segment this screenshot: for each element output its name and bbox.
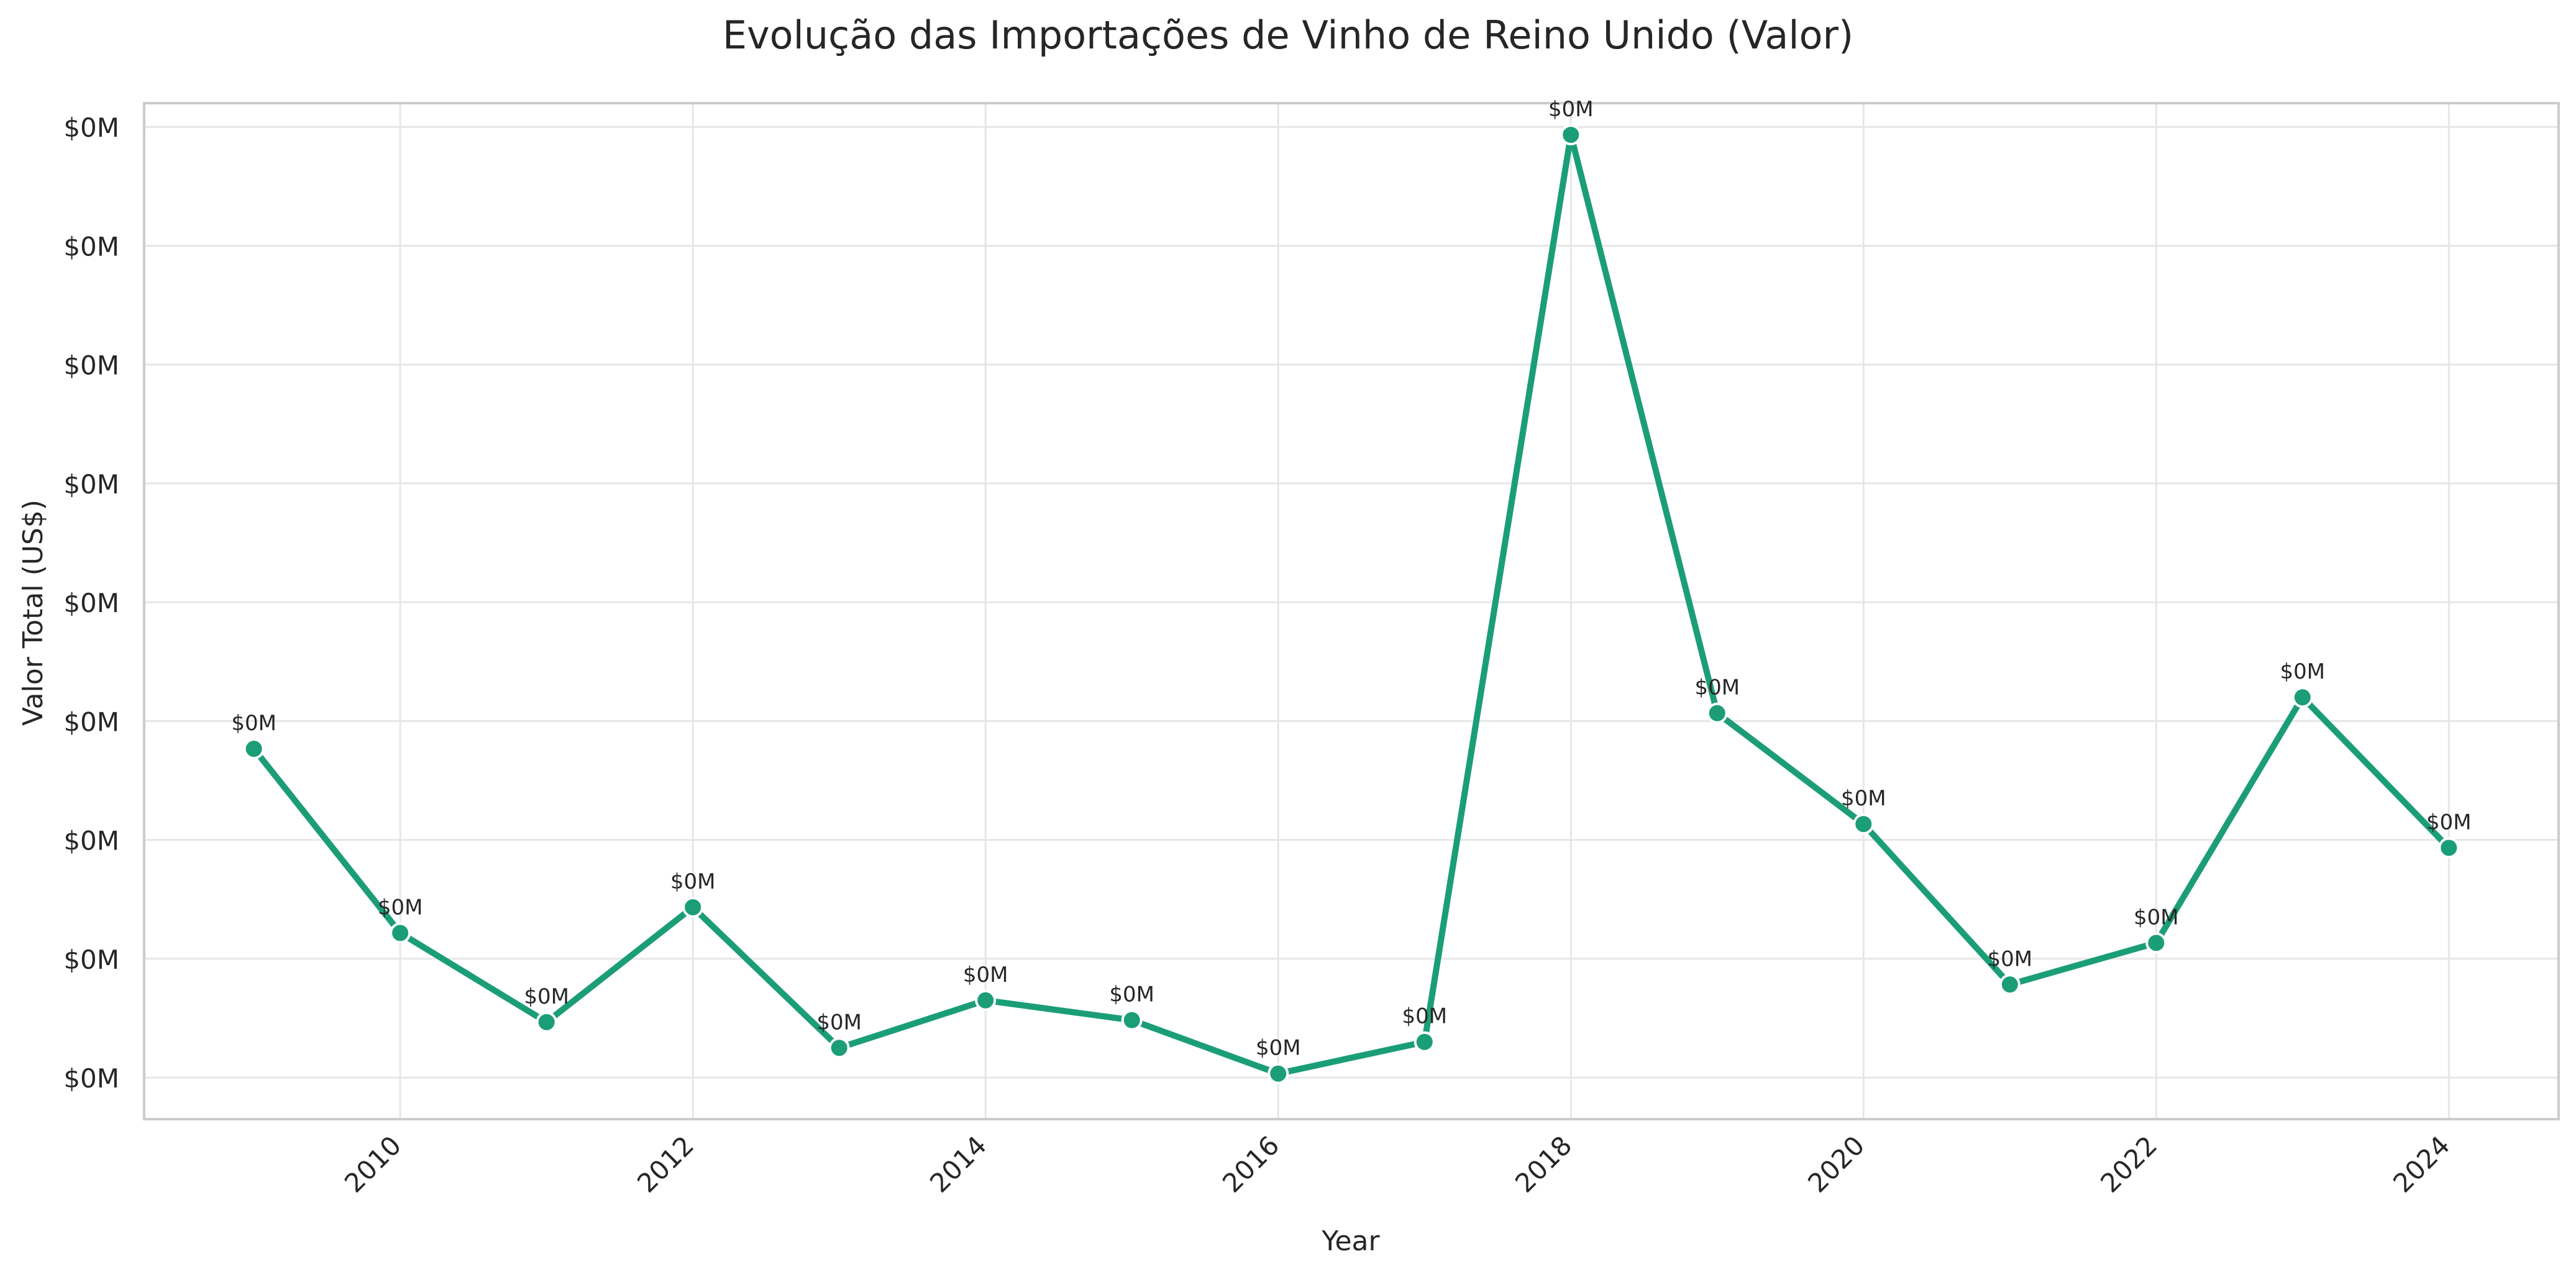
data-point	[2145, 932, 2167, 954]
data-label: $0M	[1548, 97, 1594, 122]
data-label: $0M	[1841, 786, 1886, 811]
y-axis-label: Valor Total (US$)	[17, 500, 49, 726]
data-label: $0M	[378, 895, 423, 920]
data-label: $0M	[670, 869, 716, 894]
data-label: $0M	[1109, 982, 1154, 1007]
plot-area-frame	[143, 102, 2560, 1120]
data-point	[1121, 1009, 1143, 1031]
y-tick-label: $0M	[63, 945, 119, 975]
data-point	[1560, 124, 1582, 145]
data-point	[243, 738, 265, 760]
series-line	[250, 131, 2452, 1077]
data-point	[975, 989, 997, 1011]
data-label: $0M	[524, 984, 569, 1009]
series-layer: $0M $0M $0M $0M $0M $0M $0M $0M $0M $0M $0M $0M $0M $…	[231, 97, 2472, 1084]
data-point	[2291, 687, 2313, 708]
y-tick-label: $0M	[63, 350, 119, 381]
data-point	[682, 896, 704, 918]
chart-title: Evolução das Importações de Vinho de Rei…	[723, 12, 1853, 58]
data-label: $0M	[2134, 905, 2179, 930]
data-label: $0M	[2280, 659, 2326, 684]
data-label: $0M	[1256, 1036, 1301, 1061]
data-label: $0M	[1988, 946, 2033, 971]
data-label: $0M	[1402, 1004, 1447, 1029]
y-tick-label: $0M	[63, 112, 119, 143]
data-label: $0M	[963, 963, 1008, 987]
y-tick-label: $0M	[63, 469, 119, 500]
data-point	[390, 922, 411, 944]
data-point	[1414, 1031, 1435, 1053]
data-point	[2438, 837, 2460, 859]
y-tick-label: $0M	[63, 1063, 119, 1094]
data-point	[1267, 1063, 1289, 1084]
y-tick-label: $0M	[63, 707, 119, 737]
data-label: $0M	[2426, 810, 2472, 835]
grid-lines	[144, 103, 2559, 1119]
data-label: $0M	[816, 1010, 862, 1035]
data-label: $0M	[1694, 675, 1740, 700]
x-axis-label: Year	[1321, 1225, 1380, 1257]
data-point	[828, 1037, 850, 1059]
data-label: $0M	[231, 711, 276, 736]
y-tick-label: $0M	[63, 826, 119, 856]
data-point	[1706, 702, 1728, 724]
data-point	[1999, 974, 2021, 996]
data-point	[1853, 813, 1875, 835]
y-tick-label: $0M	[63, 588, 119, 618]
y-tick-label: $0M	[63, 231, 119, 262]
data-point	[536, 1011, 557, 1033]
y-tick-labels: $0M $0M $0M $0M $0M $0M $0M $0M $0M	[63, 112, 119, 1094]
